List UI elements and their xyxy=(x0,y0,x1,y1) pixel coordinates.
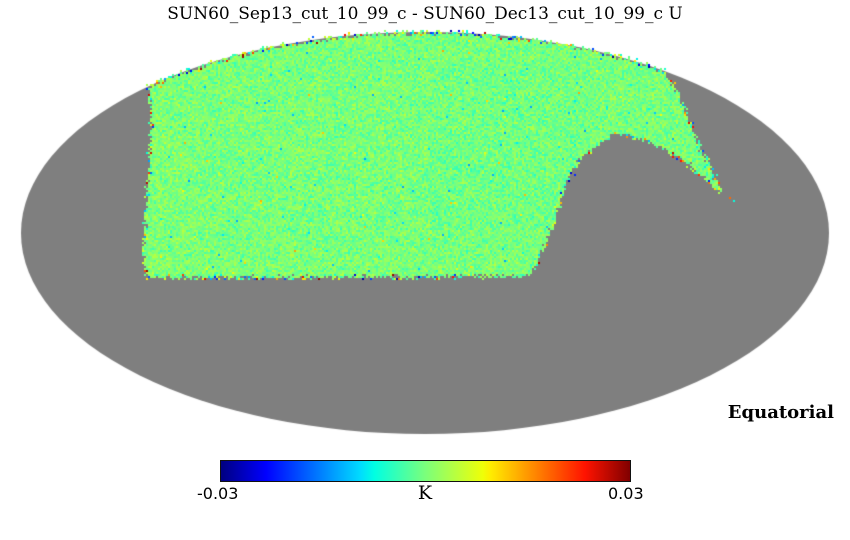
colorbar-max-label: 0.03 xyxy=(608,484,644,503)
map-title: SUN60_Sep13_cut_10_99_c - SUN60_Dec13_cu… xyxy=(167,4,682,24)
colorbar-min-label: -0.03 xyxy=(197,484,238,503)
mollview-figure: SUN60_Sep13_cut_10_99_c - SUN60_Dec13_cu… xyxy=(0,0,850,540)
colorbar-unit-label: K xyxy=(418,482,432,504)
sky-map-canvas xyxy=(0,0,850,540)
colorbar xyxy=(220,460,631,482)
coordinate-system-label: Equatorial xyxy=(728,402,834,423)
